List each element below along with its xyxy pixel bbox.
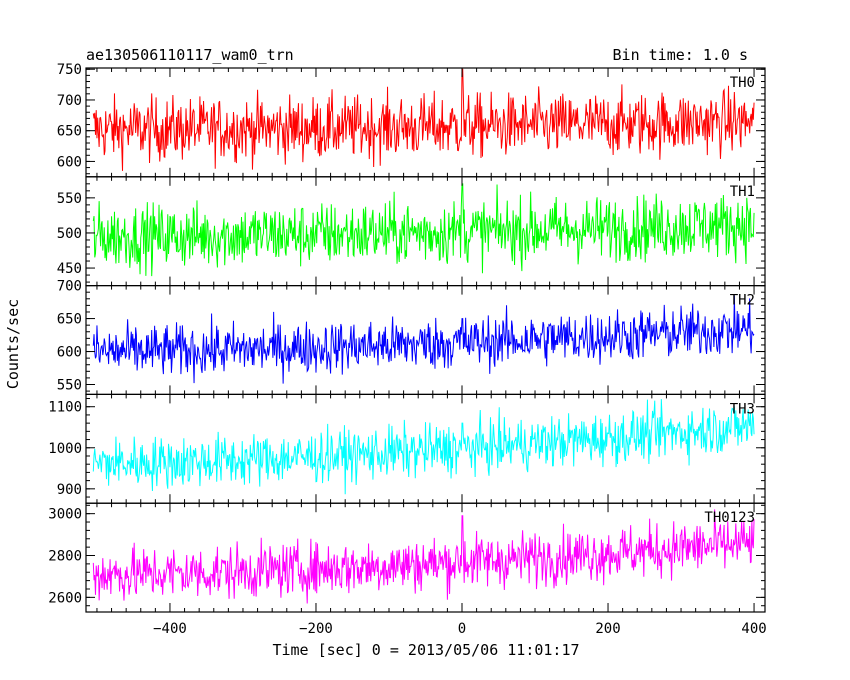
series-line-th0123 — [92, 509, 755, 604]
panel-th0: 600 650 700 750 TH0 — [57, 62, 766, 178]
y-tick-label: 1100 — [48, 400, 82, 416]
chart-title: ae130506110117_wam0_trn — [86, 46, 294, 64]
x-axis-label: Time [sec] 0 = 2013/05/06 11:01:17 — [272, 641, 579, 659]
x-tick-label: −200 — [299, 621, 333, 637]
x-tick-label: 400 — [741, 621, 766, 637]
series-label-th0123: TH0123 — [704, 510, 755, 526]
series-line-th0 — [92, 68, 755, 171]
panel-th0123: 2600 2800 3000 TH0123 — [48, 502, 766, 613]
series-line-th3 — [92, 399, 755, 495]
y-tick-label: 700 — [57, 93, 82, 109]
y-tick-label: 1000 — [48, 441, 82, 457]
y-tick-label: 550 — [57, 191, 82, 207]
y-axis-label: Counts/sec — [4, 299, 22, 389]
x-tick-label: 200 — [595, 621, 620, 637]
y-tick-label: 3000 — [48, 507, 82, 523]
x-tick-label: 0 — [458, 621, 466, 637]
series-label-th1: TH1 — [730, 184, 755, 200]
bin-time-label: Bin time: 1.0 s — [613, 46, 748, 64]
y-tick-label: 650 — [57, 124, 82, 140]
series-label-th0: TH0 — [730, 75, 755, 91]
y-tick-label: 700 — [57, 279, 82, 295]
y-tick-label: 750 — [57, 62, 82, 78]
y-tick-label: 500 — [57, 226, 82, 242]
panel-th1: 450 500 550 TH1 — [57, 176, 766, 287]
x-tick-label: −400 — [153, 621, 187, 637]
y-tick-label: 600 — [57, 345, 82, 361]
y-tick-label: 450 — [57, 261, 82, 277]
y-tick-label: 900 — [57, 482, 82, 498]
series-line-th2 — [92, 295, 755, 384]
y-tick-label: 650 — [57, 312, 82, 328]
series-label-th3: TH3 — [730, 401, 755, 417]
series-label-th2: TH2 — [730, 293, 755, 309]
series-line-th1 — [92, 183, 755, 277]
y-tick-label: 2800 — [48, 549, 82, 565]
y-tick-label: 550 — [57, 378, 82, 394]
panel-th3: 900 1000 1100 TH3 — [48, 393, 766, 504]
panel-th2: 550 600 650 700 TH2 — [57, 279, 766, 396]
x-axis: −400 −200 0 200 400 — [153, 621, 767, 637]
panels: 600 650 700 750 TH0 450 500 550 TH1 550 600 650 700 T… — [48, 62, 766, 613]
panel-frame — [85, 502, 766, 613]
y-tick-label: 600 — [57, 154, 82, 170]
y-tick-label: 2600 — [48, 590, 82, 606]
